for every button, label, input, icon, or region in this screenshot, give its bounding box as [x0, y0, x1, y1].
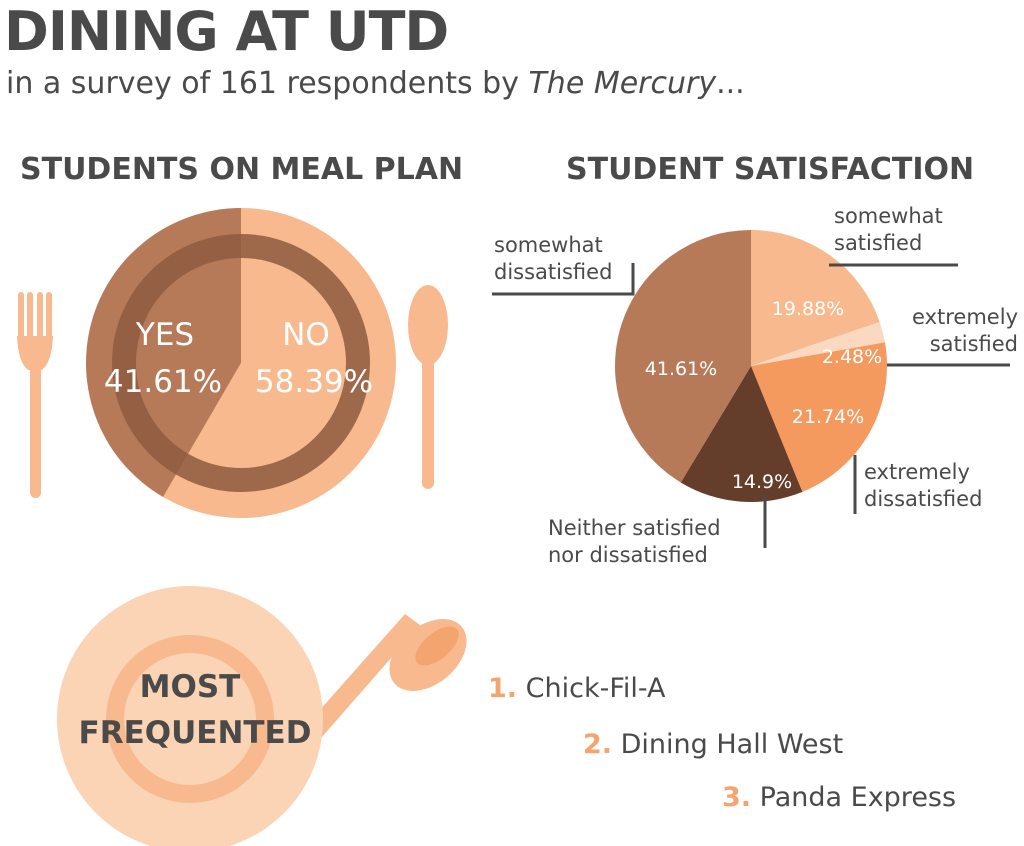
satisfaction-slice-somewhat-dissatisfied [614, 230, 751, 483]
callout-somewhat-satisfied-line2: satisfied [834, 231, 923, 255]
rank-name: Panda Express [759, 782, 957, 813]
rank-name: Chick-Fil-A [525, 673, 666, 704]
callout-somewhat-dissatisfied-line2: dissatisfied [494, 260, 613, 284]
mealplan-no-label: NO [282, 317, 330, 353]
page-subtitle: in a survey of 161 respondents by The Me… [6, 66, 745, 101]
rank-number: 1. [488, 673, 518, 704]
rank-name: Dining Hall West [620, 729, 844, 760]
most-frequented-line2: FREQUENTED [79, 715, 312, 751]
list-item: 1. Chick-Fil-A [488, 673, 666, 704]
satisfaction-chart-title: STUDENT SATISFACTION [566, 152, 975, 187]
subtitle-publication: The Mercury [528, 66, 717, 101]
callout-somewhat-satisfied-line1: somewhat [834, 204, 943, 228]
satisfaction-slice-extremely-dissatisfied [751, 342, 888, 492]
callout-neither-line1: Neither satisfied [548, 516, 721, 540]
callout-line-somewhat-dissatisfied [492, 263, 635, 296]
rank-number: 2. [583, 729, 613, 760]
spoon-icon [408, 285, 448, 489]
callout-extremely-satisfied: extremely satisfied [890, 304, 1018, 358]
callout-extremely-satisfied-line1: extremely [912, 305, 1018, 329]
callout-somewhat-satisfied: somewhat satisfied [834, 203, 943, 257]
page-title: DINING AT UTD [4, 0, 449, 63]
mealplan-slice-yes [85, 208, 241, 497]
fork-icon [17, 292, 53, 498]
callout-neither-line2: nor dissatisfied [548, 543, 708, 567]
satisfaction-value-neither: 14.9% [732, 471, 792, 493]
mealplan-no-value: 58.39% [255, 364, 373, 400]
mealplan-yes-label: YES [135, 317, 194, 353]
callout-somewhat-dissatisfied: somewhat dissatisfied [494, 232, 612, 286]
satisfaction-value-extremely-satisfied: 2.48% [822, 346, 882, 368]
subtitle-suffix: ... [716, 66, 745, 101]
callout-extremely-dissatisfied-line1: extremely [864, 460, 970, 484]
callout-lines [492, 263, 1010, 548]
satisfaction-value-extremely-dissatisfied: 21.74% [792, 406, 864, 428]
callout-extremely-satisfied-line2: satisfied [929, 332, 1018, 356]
rank-number: 3. [722, 782, 752, 813]
callout-somewhat-dissatisfied-line1: somewhat [494, 233, 603, 257]
satisfaction-pie-chart [614, 230, 888, 503]
satisfaction-slice-neither-satisfied-nor-dissatisfied [680, 366, 803, 503]
callout-extremely-dissatisfied-line2: dissatisfied [864, 487, 983, 511]
bowl-icon [57, 586, 323, 846]
mealplan-chart-title: STUDENTS ON MEAL PLAN [20, 152, 464, 187]
most-frequented-line1: MOST [140, 669, 241, 705]
satisfaction-slice-extremely-satisfied [751, 322, 885, 366]
satisfaction-value-somewhat-satisfied: 19.88% [772, 298, 844, 320]
satisfaction-slice-somewhat-satisfied [751, 230, 880, 366]
plate-ring [112, 234, 370, 492]
callout-neither: Neither satisfied nor dissatisfied [548, 515, 721, 569]
list-item: 3. Panda Express [722, 782, 956, 813]
subtitle-prefix: in a survey of 161 respondents by [6, 66, 529, 101]
list-item: 2. Dining Hall West [583, 729, 843, 760]
mealplan-yes-value: 41.61% [104, 364, 222, 400]
satisfaction-value-somewhat-dissatisfied: 41.61% [645, 358, 717, 380]
callout-extremely-dissatisfied: extremely dissatisfied [864, 459, 982, 513]
